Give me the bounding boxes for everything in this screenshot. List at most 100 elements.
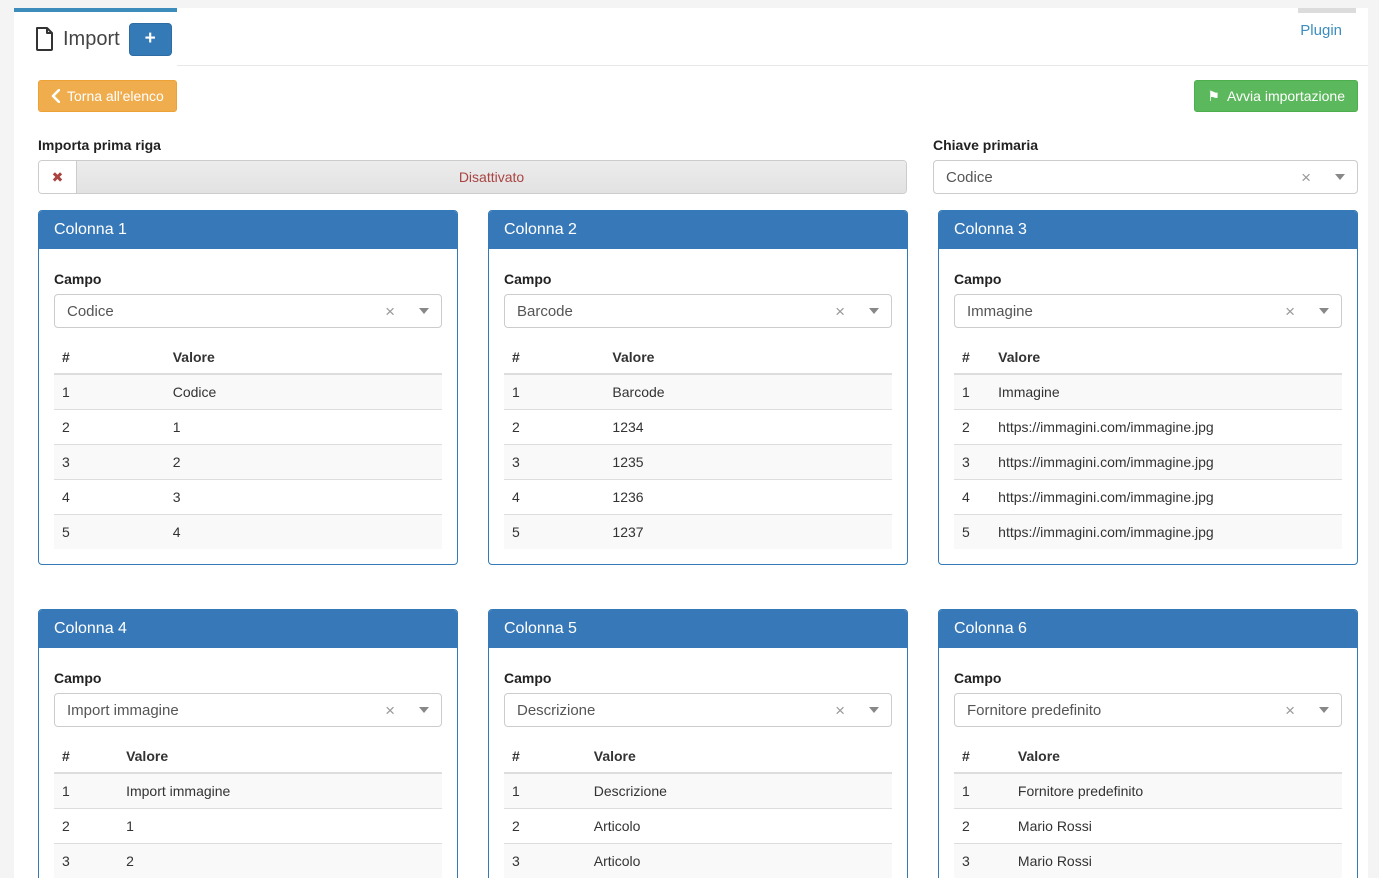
import-first-row-switch[interactable]: ✖ Disattivato [38, 160, 907, 194]
tab-import[interactable]: Import + [14, 8, 177, 66]
clear-selection-icon[interactable]: × [835, 700, 845, 720]
row-value-cell: https://immagini.com/immagine.jpg [990, 409, 1342, 445]
column-panel-title: Colonna 3 [939, 211, 1357, 249]
column-panel: Colonna 2 Campo Barcode × # Valore 1 Barc… [488, 210, 908, 565]
field-select[interactable]: Descrizione × [504, 693, 892, 727]
clear-selection-icon[interactable]: × [1301, 167, 1311, 187]
row-value-cell: Mario Rossi [1009, 843, 1342, 878]
field-select[interactable]: Immagine × [954, 294, 1342, 328]
column-panel-title: Colonna 4 [39, 610, 457, 648]
row-value-cell: 1237 [604, 514, 892, 549]
value-column-header: Valore [585, 740, 892, 774]
row-index-cell: 1 [504, 373, 605, 410]
value-column-header: Valore [164, 341, 442, 375]
row-value-cell: Import immagine [118, 772, 442, 809]
clear-selection-icon[interactable]: × [1285, 301, 1295, 321]
field-select[interactable]: Codice × [54, 294, 442, 328]
row-value-cell: https://immagini.com/immagine.jpg [990, 514, 1342, 549]
row-index-cell: 1 [504, 772, 586, 809]
field-select-value: Import immagine [67, 701, 179, 719]
file-icon [35, 27, 54, 51]
row-index-cell: 1 [54, 373, 165, 410]
switch-state-label[interactable]: Disattivato [77, 161, 906, 193]
row-value-cell: Descrizione [585, 772, 892, 809]
start-import-button[interactable]: ⚑ Avvia importazione [1194, 80, 1358, 112]
row-index-cell: 1 [954, 373, 991, 410]
clear-selection-icon[interactable]: × [1285, 700, 1295, 720]
values-table: # Valore 1 Descrizione 2 Articolo 3 Articolo [504, 740, 892, 878]
column-panel-title: Colonna 5 [489, 610, 907, 648]
values-table: # Valore 1 Immagine 2 https://immagini.com/… [954, 341, 1342, 549]
row-index-cell: 1 [54, 772, 119, 809]
column-panel: Colonna 5 Campo Descrizione × # Valore 1… [488, 609, 908, 878]
row-value-cell: 3 [164, 479, 442, 515]
page-content: Torna all'elenco ⚑ Avvia importazione Im… [14, 66, 1368, 878]
column-panel: Colonna 3 Campo Immagine × # Valore 1 Imm… [938, 210, 1358, 565]
value-column-header: Valore [118, 740, 442, 774]
row-index-cell: 1 [954, 772, 1010, 809]
column-panel-body: Campo Immagine × # Valore 1 Immagine 2 http… [939, 249, 1357, 564]
row-index-cell: 2 [504, 409, 605, 445]
row-value-cell: 1234 [604, 409, 892, 445]
table-row: 3 Articolo [504, 843, 892, 878]
column-panel-body: Campo Fornitore predefinito × # Valore 1… [939, 648, 1357, 878]
chevron-down-icon[interactable] [869, 707, 879, 713]
flag-checkered-icon: ⚑ [1207, 88, 1220, 104]
row-index-cell: 3 [504, 843, 586, 878]
clear-selection-icon[interactable]: × [385, 301, 395, 321]
table-row: 1 Fornitore predefinito [954, 772, 1342, 809]
import-first-row-group: Importa prima riga ✖ Disattivato [38, 137, 907, 194]
columns-grid: Colonna 1 Campo Codice × # Valore 1 Codic… [38, 210, 1358, 878]
field-select[interactable]: Barcode × [504, 294, 892, 328]
add-tab-button[interactable]: + [128, 22, 172, 56]
table-row: 5 https://immagini.com/immagine.jpg [954, 514, 1342, 549]
chevron-down-icon[interactable] [1319, 308, 1329, 314]
chevron-down-icon[interactable] [419, 308, 429, 314]
chevron-down-icon[interactable] [419, 707, 429, 713]
row-value-cell: 2 [118, 843, 442, 878]
row-value-cell: https://immagini.com/immagine.jpg [990, 479, 1342, 515]
value-column-header: Valore [1009, 740, 1342, 774]
index-column-header: # [54, 740, 119, 774]
column-panel-body: Campo Barcode × # Valore 1 Barcode 2 1234 3 1… [489, 249, 907, 564]
tab-title: Import [63, 27, 120, 50]
back-to-list-button[interactable]: Torna all'elenco [38, 80, 177, 112]
chevron-down-icon[interactable] [1319, 707, 1329, 713]
tab-bar-spacer: Plugin [177, 8, 1368, 66]
clear-selection-icon[interactable]: × [835, 301, 845, 321]
values-table-body: 1 Immagine 2 https://immagini.com/immagine.… [954, 373, 1342, 549]
table-row: 1 Immagine [954, 373, 1342, 410]
row-value-cell: Mario Rossi [1009, 808, 1342, 844]
primary-key-label: Chiave primaria [933, 137, 1039, 153]
switch-off-handle[interactable]: ✖ [39, 161, 77, 193]
row-value-cell: Articolo [585, 808, 892, 844]
table-row: 1 Barcode [504, 373, 892, 410]
chevron-down-icon[interactable] [869, 308, 879, 314]
table-row: 2 1234 [504, 409, 892, 445]
field-label: Campo [504, 271, 552, 287]
field-label: Campo [954, 670, 1002, 686]
row-index-cell: 5 [954, 514, 991, 549]
row-index-cell: 3 [54, 843, 119, 878]
clear-selection-icon[interactable]: × [385, 700, 395, 720]
table-row: 3 Mario Rossi [954, 843, 1342, 878]
plugin-link[interactable]: Plugin [1300, 22, 1342, 39]
row-value-cell: Barcode [604, 373, 892, 410]
table-row: 3 1235 [504, 444, 892, 480]
field-select[interactable]: Import immagine × [54, 693, 442, 727]
chevron-down-icon[interactable] [1335, 174, 1345, 180]
table-row: 1 Codice [54, 373, 442, 410]
field-select-value: Barcode [517, 302, 573, 320]
row-index-cell: 2 [504, 808, 586, 844]
row-value-cell: Codice [164, 373, 442, 410]
field-select[interactable]: Fornitore predefinito × [954, 693, 1342, 727]
row-value-cell: https://immagini.com/immagine.jpg [990, 444, 1342, 480]
primary-key-select[interactable]: Codice × [933, 160, 1358, 194]
row-index-cell: 2 [54, 808, 119, 844]
primary-key-group: Chiave primaria Codice × [933, 137, 1358, 194]
field-label: Campo [504, 670, 552, 686]
